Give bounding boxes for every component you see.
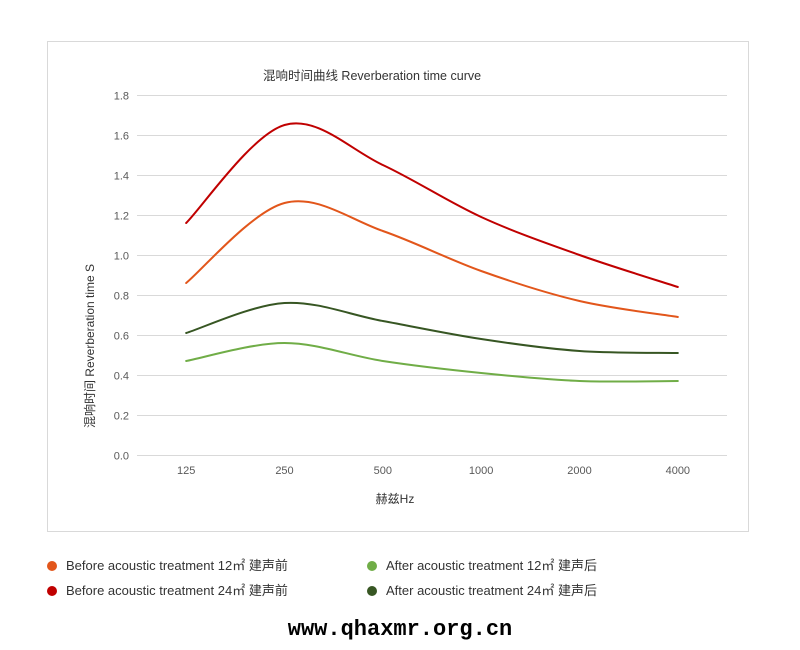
gridlines (137, 95, 727, 456)
legend-label: Before acoustic treatment 24㎡ 建声前 (66, 583, 288, 598)
legend-label: After acoustic treatment 12㎡ 建声后 (386, 558, 597, 573)
legend-label: Before acoustic treatment 12㎡ 建声前 (66, 558, 288, 573)
x-tick-label: 500 (374, 465, 392, 477)
watermark: www.qhaxmr.org.cn (287, 617, 513, 642)
x-tick-label: 250 (275, 465, 293, 477)
x-tick-label: 1000 (469, 465, 493, 477)
series-line-3 (185, 342, 679, 383)
legend-marker (47, 561, 57, 571)
y-tick-label: 0.0 (114, 451, 129, 463)
series-line-4 (185, 301, 679, 354)
y-tick-label: 1.0 (114, 251, 129, 263)
y-axis-label: 混响时间 Reverberation time S (82, 264, 97, 428)
chart-area (47, 41, 749, 532)
y-tick-label: 1.6 (114, 131, 129, 143)
legend-marker (367, 586, 377, 596)
x-axis-label: 赫兹Hz (376, 492, 415, 506)
x-tick-label: 125 (177, 465, 195, 477)
series-line-2 (185, 122, 679, 288)
chart: 混响时间曲线 Reverberation time curve 0.00.20.… (47, 41, 749, 532)
legend-label: After acoustic treatment 24㎡ 建声后 (386, 583, 597, 598)
series-lines (185, 122, 679, 383)
y-tick-label: 0.2 (114, 411, 129, 423)
chart-title: 混响时间曲线 Reverberation time curve (263, 68, 481, 83)
y-tick-label: 1.8 (114, 91, 129, 103)
x-tick-label: 2000 (567, 465, 591, 477)
y-tick-label: 1.4 (114, 171, 129, 183)
x-tick-label: 4000 (666, 465, 690, 477)
y-tick-label: 0.6 (114, 331, 129, 343)
legend-marker (367, 561, 377, 571)
y-tick-label: 1.2 (114, 211, 129, 223)
y-tick-label: 0.8 (114, 291, 129, 303)
y-tick-label: 0.4 (114, 371, 129, 383)
y-axis-ticks: 0.0 0.2 0.4 0.6 0.8 1.0 1.2 1.4 1.6 1.8 (114, 91, 129, 463)
legend-marker (47, 586, 57, 596)
series-line-1 (185, 200, 679, 318)
x-axis-ticks: 125 250 500 1000 2000 4000 (177, 465, 690, 477)
